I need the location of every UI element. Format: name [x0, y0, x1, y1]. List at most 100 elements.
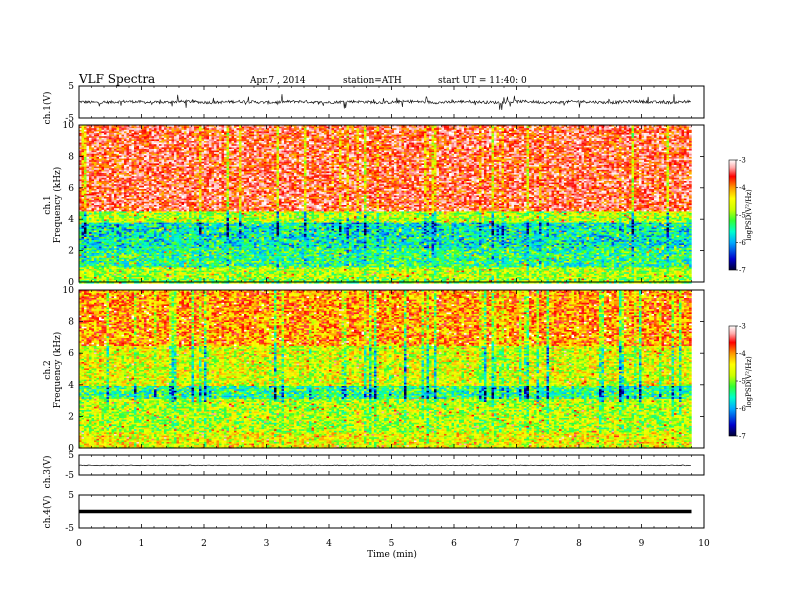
spectrogram-cell	[159, 200, 162, 202]
spectrogram-cell	[81, 161, 85, 164]
spectrogram-cell	[89, 225, 92, 228]
spectrogram-cell	[99, 206, 102, 209]
spectrogram-cell	[146, 229, 150, 231]
spectrogram-cell	[104, 229, 107, 231]
spectrogram-cell	[131, 137, 135, 140]
spectrogram-cell	[94, 208, 97, 210]
spectrogram-cell	[189, 163, 192, 166]
spectrogram-cell	[89, 201, 92, 204]
spectrogram-cell	[119, 142, 122, 145]
spectrogram-cell	[181, 205, 185, 207]
spectrogram-cell	[196, 275, 200, 278]
spectrogram-cell	[174, 144, 177, 146]
spectrogram-cell	[156, 219, 160, 222]
spectrogram-cell	[199, 201, 202, 204]
spectrogram-cell	[139, 137, 142, 140]
spectrogram-cell	[144, 189, 147, 191]
spectrogram-cell	[106, 177, 110, 180]
spectrogram-cell	[199, 265, 202, 268]
spectrogram-cell	[124, 181, 127, 183]
spectrogram-cell	[141, 203, 145, 206]
spectrogram-cell	[146, 205, 150, 207]
spectrogram-cell	[156, 185, 160, 188]
spectrogram-cell	[89, 238, 92, 241]
spectrogram-cell	[149, 184, 152, 186]
spectrogram-cell	[134, 133, 137, 135]
spectrogram-cell	[169, 225, 172, 228]
spectrogram-cell	[174, 238, 177, 241]
spectrogram-cell	[171, 134, 175, 137]
spectrogram-cell	[154, 141, 157, 143]
spectrogram-cell	[79, 203, 82, 206]
spectrogram-cell	[149, 209, 152, 212]
spectrogram-cell	[181, 209, 185, 212]
spectrogram-cell	[179, 185, 182, 188]
spectrogram-cell	[101, 257, 105, 260]
spectrogram-cell	[124, 197, 127, 199]
spectrogram-cell	[111, 193, 115, 196]
spectrogram-cell	[139, 233, 142, 236]
spectrogram-cell	[139, 272, 142, 274]
spectrogram-cell	[161, 272, 165, 274]
spectrogram-cell	[106, 182, 110, 185]
spectrogram-cell	[139, 176, 142, 178]
spectrogram-cell	[176, 198, 180, 201]
spectrogram-cell	[79, 230, 82, 233]
spectrogram-cell	[94, 225, 97, 228]
spectrogram-cell	[194, 233, 197, 236]
spectrogram-cell	[124, 169, 127, 172]
spectrogram-cell	[171, 128, 175, 130]
spectrogram-cell	[144, 232, 147, 234]
spectrogram-cell	[171, 281, 175, 284]
spectrogram-cell	[86, 197, 90, 199]
spectrogram-cell	[139, 253, 142, 255]
spectrogram-cell	[149, 197, 152, 199]
spectrogram-cell	[99, 168, 102, 170]
spectrogram-cell	[169, 158, 172, 161]
spectrogram-cell	[199, 219, 202, 222]
spectrogram-cell	[146, 277, 150, 279]
spectrogram-cell	[84, 133, 87, 135]
spectrogram-cell	[161, 169, 165, 172]
spectrogram-cell	[91, 152, 95, 154]
spectrogram-cell	[94, 126, 97, 129]
spectrogram-cell	[194, 189, 197, 191]
spectrogram-cell	[179, 163, 182, 166]
spectrogram-cell	[166, 139, 170, 142]
spectrogram-cell	[119, 209, 122, 212]
spectrogram-cell	[201, 149, 205, 151]
spectrogram-cell	[96, 145, 100, 148]
spectrogram-cell	[79, 209, 82, 212]
spectrogram-cell	[89, 165, 92, 167]
spectrogram-cell	[156, 157, 160, 159]
spectrogram-cell	[114, 259, 117, 262]
spectrogram-cell	[174, 137, 177, 140]
spectrogram-cell	[184, 126, 187, 129]
spectrogram-cell	[189, 237, 192, 239]
spectrogram-cell	[159, 137, 162, 140]
spectrogram-cell	[94, 253, 97, 255]
spectrogram-cell	[129, 281, 132, 284]
spectrogram-cell	[131, 200, 135, 202]
spectrogram-cell	[84, 152, 87, 154]
spectrogram-cell	[99, 233, 102, 236]
spectrogram-cell	[104, 208, 107, 210]
spectrogram-cell	[114, 217, 117, 220]
spectrogram-cell	[156, 281, 160, 284]
spectrogram-cell	[89, 278, 92, 281]
spectrogram-cell	[154, 147, 157, 150]
spectrogram-cell	[116, 217, 120, 220]
spectrogram-cell	[116, 270, 120, 273]
spectrogram-cell	[131, 229, 135, 231]
spectrogram-cell	[151, 197, 155, 199]
spectrogram-cell	[199, 222, 202, 225]
spectrogram-cell	[131, 232, 135, 234]
spectrogram-cell	[196, 264, 200, 266]
spectrogram-cell	[139, 209, 142, 212]
spectrogram-cell	[109, 278, 112, 281]
spectrogram-cell	[151, 174, 155, 177]
spectrogram-cell	[179, 248, 182, 250]
spectrogram-cell	[129, 184, 132, 186]
spectrogram-cell	[84, 219, 87, 222]
spectrogram-cell	[184, 177, 187, 180]
